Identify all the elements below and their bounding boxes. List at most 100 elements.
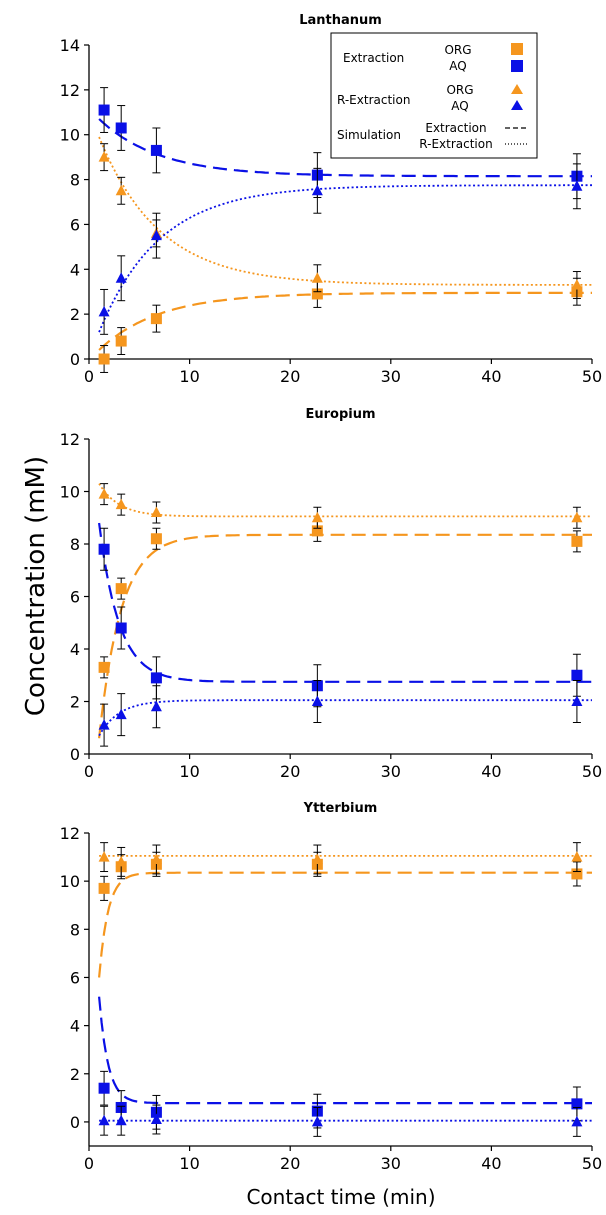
data-point-square [115, 622, 127, 634]
y-tick-label: 6 [70, 215, 80, 234]
x-tick-label: 40 [481, 762, 501, 781]
data-point-square [150, 144, 162, 156]
y-tick-label: 2 [70, 693, 80, 712]
data-point-triangle [150, 229, 162, 241]
panel-title: Europium [305, 407, 375, 422]
x-tick-label: 50 [582, 1154, 602, 1173]
data-point-triangle [115, 498, 127, 510]
data-point-triangle [150, 853, 162, 864]
data-point-square [98, 104, 110, 116]
y-tick-label: 8 [70, 920, 80, 939]
data-point-triangle [115, 708, 127, 720]
legend-extraction-org: ORG [444, 43, 471, 57]
y-tick-label: 8 [70, 535, 80, 554]
y-tick-label: 0 [70, 350, 80, 369]
data-point-square [571, 535, 583, 547]
legend-aq-triangle [511, 100, 523, 110]
panel-1: Europium 0 2 4 6 8 10 12 0 10 20 30 40 50 [60, 407, 603, 781]
x-tick-label: 40 [481, 367, 501, 386]
y-tick-label: 10 [60, 126, 80, 145]
y-tick-label: 12 [60, 81, 80, 100]
x-tick-label: 20 [280, 367, 300, 386]
data-point-triangle [571, 278, 583, 290]
x-tick-label: 40 [481, 1154, 501, 1173]
data-point-square [311, 525, 323, 537]
y-tick-label: 10 [60, 483, 80, 502]
x-tick-label: 20 [280, 1154, 300, 1173]
simulation-curve-dashed [98, 996, 592, 1105]
y-tick-label: 2 [70, 1065, 80, 1084]
data-point-square [115, 335, 127, 347]
x-tick-label: 20 [280, 762, 300, 781]
simulation-curve-dashed [98, 871, 592, 978]
data-point-triangle [115, 184, 127, 196]
data-point-square [115, 583, 127, 595]
legend-r-extraction-label: R-Extraction [337, 93, 410, 107]
data-point-triangle [98, 151, 110, 162]
y-tick-label: 6 [70, 588, 80, 607]
data-point-triangle [311, 272, 323, 283]
data-point-square [150, 313, 162, 325]
panel-title: Lanthanum [299, 13, 382, 28]
data-point-triangle [571, 1115, 583, 1127]
data-point-square [571, 669, 583, 681]
data-point-triangle [98, 488, 110, 499]
y-tick-label: 0 [70, 745, 80, 764]
legend-sim-extraction: Extraction [425, 121, 486, 135]
panel-2: Ytterbium 0 2 4 6 8 10 12 0 10 20 30 40 50 [60, 801, 603, 1173]
simulation-curve-dotted [98, 136, 592, 286]
data-point-triangle [311, 184, 323, 196]
data-point-square [98, 882, 110, 894]
x-tick-label: 30 [381, 1154, 401, 1173]
data-point-triangle [311, 511, 323, 523]
data-point-square [571, 868, 583, 880]
x-tick-label: 0 [84, 367, 94, 386]
legend-extraction-aq: AQ [449, 59, 466, 73]
legend: Extraction ORG AQ R-Extraction ORG AQ Si… [330, 32, 538, 159]
y-tick-label: 2 [70, 305, 80, 324]
panel-title: Ytterbium [303, 801, 378, 816]
data-point-square [98, 1082, 110, 1094]
data-point-square [150, 672, 162, 684]
legend-frame [330, 32, 538, 159]
legend-simulation-label: Simulation [337, 128, 401, 142]
data-point-triangle [150, 506, 162, 517]
data-point-triangle [571, 695, 583, 706]
data-point-triangle [98, 305, 110, 317]
legend-r-extraction-org: ORG [446, 83, 473, 97]
x-tick-label: 0 [84, 1154, 94, 1173]
data-point-triangle [311, 1115, 323, 1127]
x-axis-label: Contact time (min) [246, 1185, 435, 1209]
data-point-square [115, 122, 127, 134]
x-tick-label: 30 [381, 367, 401, 386]
x-tick-label: 10 [179, 367, 199, 386]
data-point-triangle [571, 851, 583, 862]
simulation-curve-dotted [98, 184, 592, 333]
data-point-square [98, 353, 110, 365]
data-point-square [311, 288, 323, 300]
simulation-curve-dashed [98, 522, 592, 683]
data-point-square [571, 1098, 583, 1110]
legend-r-extraction-aq: AQ [451, 99, 468, 113]
panel-0: Lanthanum 0 2 4 6 8 10 12 14 0 10 20 30 40 50 [60, 13, 603, 386]
legend-aq-square [511, 60, 523, 72]
y-tick-label: 12 [60, 824, 80, 843]
simulation-curve-dashed [98, 118, 592, 178]
data-point-triangle [311, 853, 323, 864]
data-point-triangle [115, 1114, 127, 1126]
data-point-square [98, 543, 110, 555]
data-point-triangle [115, 855, 127, 867]
data-point-triangle [98, 851, 110, 862]
data-point-triangle [98, 1114, 110, 1126]
data-point-triangle [115, 272, 127, 283]
simulation-curve-dashed [98, 533, 592, 739]
y-tick-label: 6 [70, 968, 80, 987]
y-tick-label: 14 [60, 36, 80, 55]
y-tick-label: 4 [70, 260, 80, 279]
y-axis-label: Concentration (mM) [21, 456, 51, 716]
x-tick-label: 30 [381, 762, 401, 781]
x-tick-label: 50 [582, 762, 602, 781]
y-tick-label: 4 [70, 1017, 80, 1036]
